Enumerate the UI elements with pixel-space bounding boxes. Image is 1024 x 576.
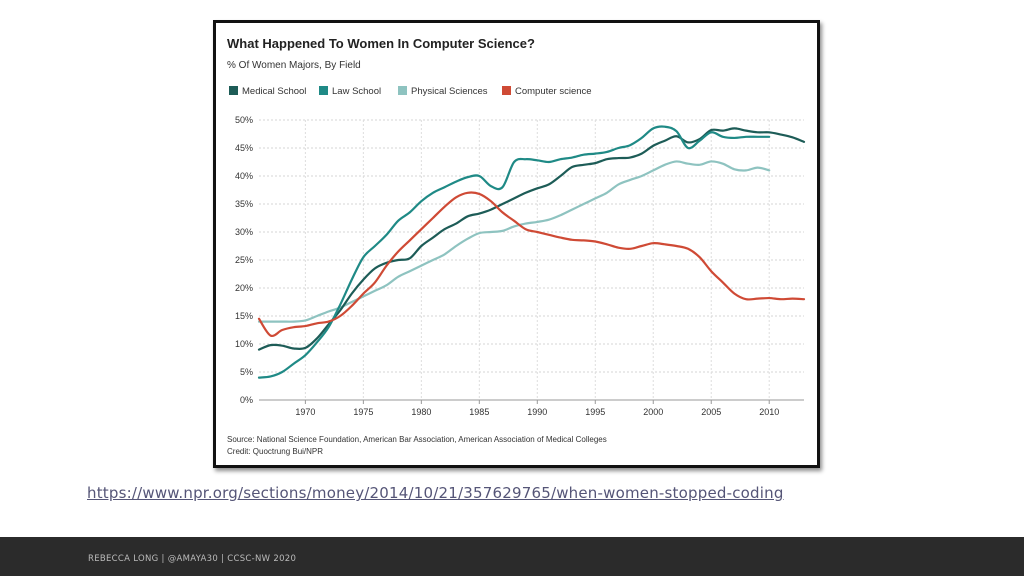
line-chart: What Happened To Women In Computer Scien… [227,36,806,456]
y-axis: 0% 5% 10% 15% 20% 25% 30% 35% 40% 45% 50% [235,115,253,405]
x-tick-label: 1985 [469,407,489,417]
x-tick-label: 1980 [411,407,431,417]
footer-text: REBECCA LONG | @AMAYA30 | CCSC-NW 2020 [88,554,297,564]
y-tick-label: 20% [235,283,253,293]
chart-frame: What Happened To Women In Computer Scien… [213,20,820,468]
series-line-computer-science [257,191,806,338]
legend: Medical School Law School Physical Science… [229,86,592,97]
legend-swatch-law-school [319,86,328,95]
y-tick-label: 30% [235,227,253,237]
legend-label-physical-sciences: Physical Sciences [411,86,488,97]
series-lines [257,125,806,379]
x-tick-label: 1995 [585,407,605,417]
chart-subtitle: % Of Women Majors, By Field [227,60,361,71]
series-line-medical-school [257,127,806,351]
legend-label-computer-science: Computer science [515,86,592,97]
footer-bar: REBECCA LONG | @AMAYA30 | CCSC-NW 2020 [0,537,1024,576]
legend-swatch-physical-sciences [398,86,407,95]
y-tick-label: 40% [235,171,253,181]
chart-title: What Happened To Women In Computer Scien… [227,36,535,51]
series-line-physical-sciences [257,160,771,323]
chart-credit: Credit: Quoctrung Bui/NPR [227,447,323,456]
x-tick-label: 2000 [643,407,663,417]
series-line-law-school [257,125,771,379]
y-tick-label: 25% [235,255,253,265]
x-tick-label: 1990 [527,407,547,417]
x-axis: 1970 1975 1980 1985 1990 1995 2000 2005 2010 [295,400,779,417]
x-tick-label: 2010 [759,407,779,417]
source-link[interactable]: https://www.npr.org/sections/money/2014/… [87,484,784,502]
y-tick-label: 5% [240,367,253,377]
y-tick-label: 10% [235,339,253,349]
y-tick-label: 45% [235,143,253,153]
x-tick-label: 1975 [353,407,373,417]
y-tick-label: 0% [240,395,253,405]
legend-label-law-school: Law School [332,86,381,97]
y-tick-label: 15% [235,311,253,321]
grid [259,119,804,401]
x-tick-label: 2005 [701,407,721,417]
y-tick-label: 35% [235,199,253,209]
legend-swatch-computer-science [502,86,511,95]
x-tick-label: 1970 [295,407,315,417]
legend-label-medical-school: Medical School [242,86,306,97]
legend-swatch-medical-school [229,86,238,95]
chart-source: Source: National Science Foundation, Ame… [227,435,607,444]
y-tick-label: 50% [235,115,253,125]
